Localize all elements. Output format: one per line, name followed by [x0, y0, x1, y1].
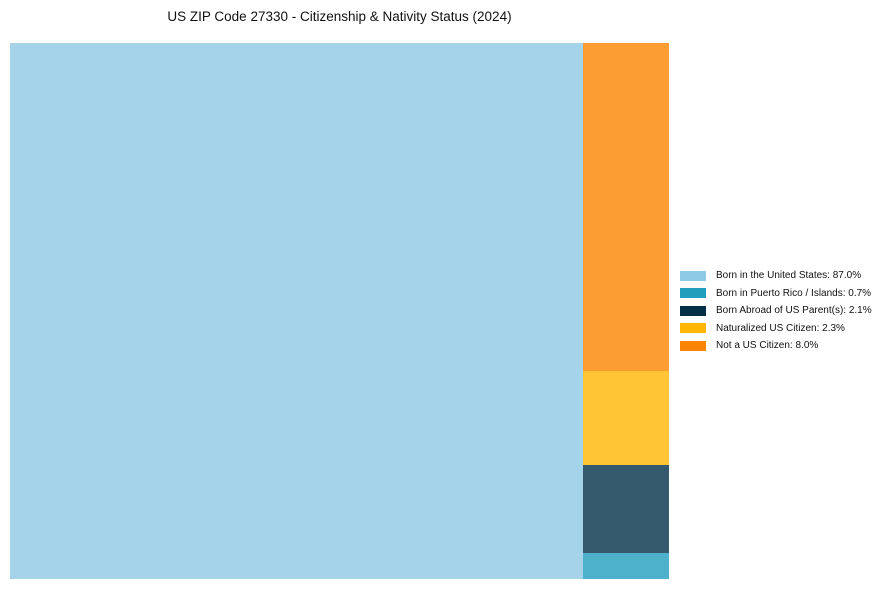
legend-swatch: [680, 305, 706, 316]
legend-swatch: [680, 288, 706, 299]
legend-swatch: [680, 340, 706, 351]
tile-born-puerto-rico: [583, 553, 669, 579]
tile-born-abroad-us-parents: [583, 465, 669, 553]
treemap: [10, 43, 669, 579]
legend-label: Not a US Citizen: 8.0%: [716, 340, 819, 352]
legend-item: Naturalized US Citizen: 2.3%: [680, 320, 872, 338]
legend-label: Born in the United States: 87.0%: [716, 270, 862, 282]
legend-label: Born in Puerto Rico / Islands: 0.7%: [716, 287, 872, 299]
legend-item: Not a US Citizen: 8.0%: [680, 337, 872, 355]
legend-item: Born in Puerto Rico / Islands: 0.7%: [680, 285, 872, 303]
legend-label: Naturalized US Citizen: 2.3%: [716, 322, 845, 334]
tile-not-us-citizen: [583, 43, 669, 371]
legend-label: Born Abroad of US Parent(s): 2.1%: [716, 305, 872, 317]
chart-title: US ZIP Code 27330 - Citizenship & Nativi…: [167, 9, 512, 24]
tile-born-in-us: [10, 43, 583, 579]
legend-swatch: [680, 270, 706, 281]
legend-swatch: [680, 323, 706, 334]
legend-item: Born in the United States: 87.0%: [680, 267, 872, 285]
tile-naturalized-citizen: [583, 371, 669, 465]
legend: Born in the United States: 87.0% Born in…: [680, 267, 872, 355]
legend-item: Born Abroad of US Parent(s): 2.1%: [680, 302, 872, 320]
